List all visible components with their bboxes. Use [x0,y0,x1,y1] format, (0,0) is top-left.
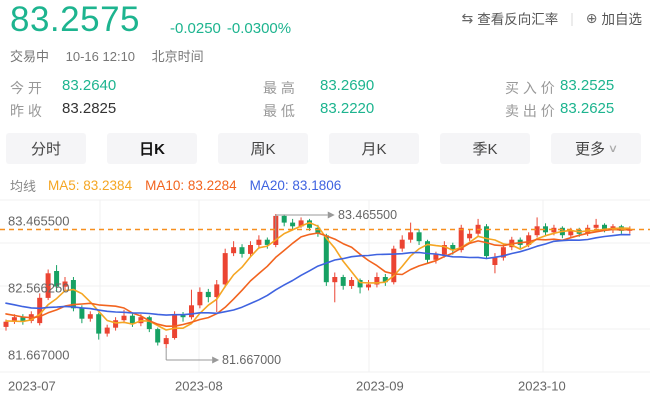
view-reverse-rate-link[interactable]: ⇆ 查看反向汇率 [462,8,559,28]
tab-daily-k[interactable]: 日K [107,133,197,164]
header-links: ⇆ 查看反向汇率 | ⊕ 加自选 [462,8,642,28]
ma20-value: MA20: 83.1806 [249,178,342,193]
y-axis-label-max: 83.465500 [8,214,69,229]
tab-monthly-k[interactable]: 月K [329,133,419,164]
x-axis-label-aug: 2023-08 [175,379,223,394]
y-axis-label-mid: 82.566250 [8,281,69,296]
chevron-down-icon: ∨ [607,143,619,155]
tab-minute[interactable]: 分时 [6,133,86,164]
ma5-value: MA5: 83.2384 [48,178,133,193]
ask-value: 83.2625 [560,100,615,117]
high-callout-label: 83.465500 [338,208,397,222]
change-percent: -0.0300% [226,20,292,37]
high-label: 最 高 [263,80,295,96]
add-watchlist-label: 加自选 [601,12,643,27]
change-value: -0.0250 [170,20,221,37]
bid-label: 买 入 价 [505,80,555,96]
low-value: 83.2220 [320,100,375,117]
quote-datetime: 10-16 12:10 [65,49,136,64]
low-label: 最 低 [263,103,295,119]
plus-circle-icon: ⊕ [585,9,598,26]
ask-label: 卖 出 价 [505,103,555,119]
tab-weekly-k[interactable]: 周K [218,133,308,164]
add-watchlist-link[interactable]: ⊕ 加自选 [586,8,642,28]
low-callout-label: 81.667000 [222,353,281,367]
view-reverse-rate-label: 查看反向汇率 [477,12,559,27]
high-value: 83.2690 [320,77,375,94]
timezone-label: 北京时间 [151,49,204,64]
x-axis-label-jul: 2023-07 [8,379,56,394]
candlestick-chart[interactable]: 83.465500 82.566250 81.667000 83.465500 … [0,195,650,403]
bid-value: 83.2525 [560,77,615,94]
ma-legend-title: 均线 [10,179,37,194]
prev-close-value: 83.2825 [62,100,117,117]
y-axis-label-min: 81.667000 [8,348,69,363]
x-axis-label-oct: 2023-10 [518,379,566,394]
plot-layer [0,199,650,373]
period-tabs: 分时 日K 周K 月K 季K 更多 ∨ [6,133,641,164]
tab-more[interactable]: 更多 ∨ [551,133,641,164]
links-separator: | [570,10,574,26]
market-status-line: 交易中 10-16 12:10 北京时间 [10,46,217,65]
prev-close-label: 昨 收 [10,103,42,119]
open-value: 83.2640 [62,77,117,94]
trading-status: 交易中 [10,49,50,64]
x-axis-label-sep: 2023-09 [356,379,404,394]
open-label: 今 开 [10,80,42,96]
tab-quarterly-k[interactable]: 季K [440,133,530,164]
ma10-value: MA10: 83.2284 [145,178,237,193]
current-price: 83.2575 [10,0,141,39]
swap-icon: ⇆ [461,9,474,26]
price-change: -0.0250 -0.0300% [170,20,297,37]
ma-legend: 均线 MA5: 83.2384 MA10: 83.2284 MA20: 83.1… [10,176,354,195]
